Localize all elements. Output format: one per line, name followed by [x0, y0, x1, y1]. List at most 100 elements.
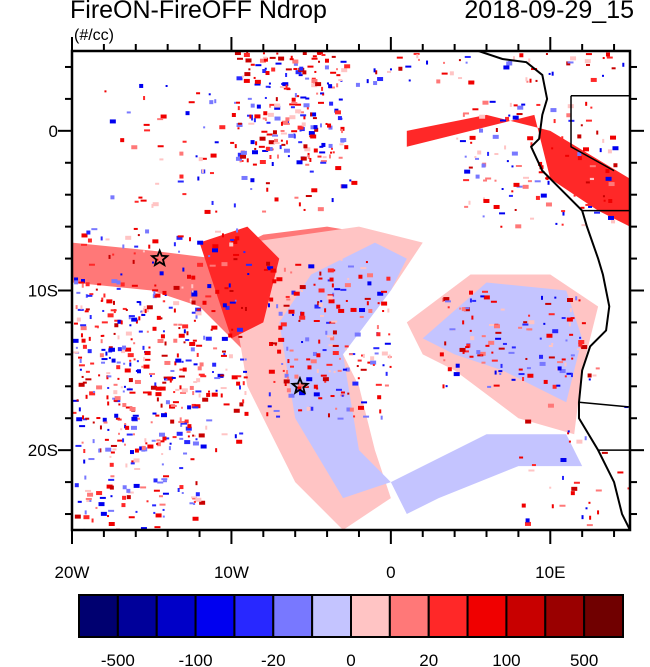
data-cell: [98, 374, 101, 377]
data-cell: [85, 370, 90, 373]
data-cell: [353, 407, 360, 412]
data-cell: [362, 353, 365, 358]
data-cell: [102, 334, 105, 337]
data-cell: [274, 197, 279, 202]
data-cell: [335, 388, 342, 391]
data-cell: [320, 300, 323, 303]
data-cell: [192, 434, 195, 437]
data-cell: [577, 156, 582, 161]
data-cell: [149, 372, 156, 375]
data-cell: [512, 115, 519, 120]
data-cell: [488, 324, 495, 327]
data-cell: [156, 439, 161, 442]
data-cell: [366, 301, 369, 306]
data-cell: [195, 438, 198, 441]
data-cell: [92, 439, 95, 444]
data-cell: [122, 345, 127, 350]
data-cell: [201, 168, 204, 173]
data-cell: [334, 288, 341, 291]
data-cell: [236, 76, 243, 81]
data-cell: [128, 516, 135, 519]
data-cell: [463, 179, 470, 182]
data-cell: [443, 61, 446, 64]
data-cell: [513, 104, 518, 107]
data-cell: [262, 149, 269, 152]
data-cell: [301, 122, 306, 127]
data-cell: [122, 403, 127, 408]
data-cell: [500, 363, 503, 368]
data-cell: [389, 68, 392, 71]
data-cell: [587, 373, 592, 378]
data-cell: [595, 489, 602, 492]
africa-coastline: [478, 51, 630, 530]
data-cell: [137, 234, 140, 237]
data-cell: [519, 53, 524, 58]
data-cell: [347, 265, 354, 268]
data-cell: [464, 155, 467, 158]
data-cell: [202, 300, 207, 305]
data-cell: [283, 259, 288, 262]
data-cell: [114, 413, 119, 418]
data-cell: [359, 315, 364, 318]
data-cell: [265, 182, 270, 185]
data-cell: [289, 103, 296, 106]
data-cell: [240, 150, 247, 155]
data-cell: [170, 404, 177, 407]
data-cell: [479, 351, 486, 356]
data-cell: [208, 255, 211, 258]
y-tick-label: 10S: [28, 282, 58, 301]
data-cell: [300, 96, 307, 99]
colorbar-label: 500: [570, 651, 598, 667]
data-cell: [340, 258, 343, 261]
data-cell: [143, 357, 146, 362]
data-cell: [270, 268, 277, 273]
data-cell: [288, 393, 295, 398]
data-cell: [225, 305, 230, 310]
data-cell: [81, 243, 88, 246]
data-cell: [320, 374, 327, 377]
data-cell: [416, 54, 419, 59]
data-cell: [546, 176, 549, 181]
data-cell: [129, 406, 136, 411]
data-cell: [191, 496, 198, 499]
data-cell: [177, 487, 180, 492]
data-cell: [157, 145, 164, 148]
data-cell: [125, 425, 130, 430]
data-cell: [185, 426, 192, 431]
data-cell: [202, 397, 209, 402]
data-cell: [215, 230, 222, 233]
data-cell: [84, 310, 89, 313]
data-cell: [252, 163, 257, 166]
data-cell: [475, 174, 480, 179]
data-cell: [148, 244, 151, 249]
data-cell: [162, 436, 167, 441]
data-cell: [357, 377, 360, 380]
data-cell: [76, 291, 81, 294]
data-cell: [322, 156, 327, 159]
data-cell: [131, 145, 138, 150]
data-cell: [134, 200, 139, 203]
data-cell: [104, 438, 109, 441]
data-cell: [601, 451, 608, 454]
data-cell: [189, 502, 194, 505]
data-cell: [555, 222, 558, 225]
data-cell: [491, 359, 498, 362]
data-cell: [79, 425, 86, 428]
data-cell: [124, 423, 127, 426]
data-cell: [276, 304, 279, 309]
data-cell: [413, 52, 420, 55]
data-cell: [335, 166, 342, 171]
data-cell: [193, 500, 196, 503]
data-cell: [286, 88, 291, 91]
data-cell: [511, 378, 516, 381]
colorbar-label: 20: [419, 651, 438, 667]
data-cell: [521, 103, 526, 106]
data-cell: [303, 115, 306, 120]
data-cell: [263, 111, 268, 116]
data-cell: [360, 368, 367, 371]
data-cell: [195, 390, 202, 393]
data-cell: [548, 345, 553, 348]
data-cell: [494, 370, 497, 375]
data-cell: [172, 401, 179, 404]
data-cell: [123, 362, 126, 365]
